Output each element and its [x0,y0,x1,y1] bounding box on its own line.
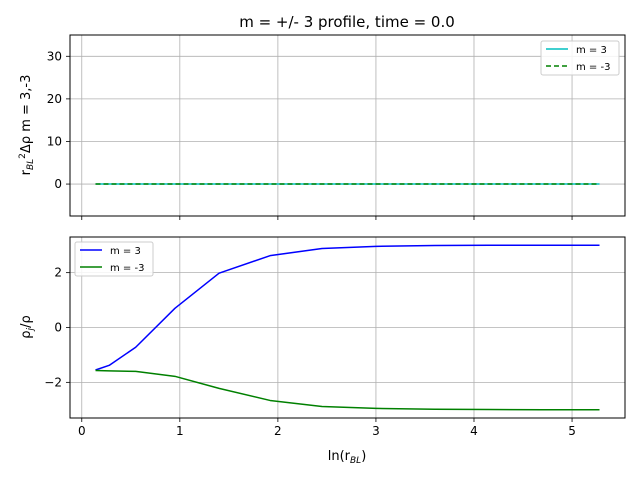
bottom-ytick-label: −2 [44,375,62,389]
bottom-ytick-label: 2 [54,266,62,280]
bottom-ylabel: ρj/ρ [19,315,36,338]
bottom-xtick-label: 2 [274,424,282,438]
bottom-xtick-label: 4 [470,424,478,438]
top-legend: m = 3 m = -3 [540,40,620,76]
bottom-xtick-label: 3 [372,424,380,438]
bottom-series-lines [95,244,600,411]
top-axes-frame [69,34,626,217]
bottom-xtick-label: 0 [78,424,86,438]
top-ytick-label: 20 [47,92,62,106]
bottom-series-line-m3 [95,244,600,371]
top-ticks: 0 10 20 30 [47,49,573,220]
bottom-legend-label-m3: m = 3 [110,246,141,257]
bottom-grid [70,237,625,418]
top-ylabel: rBL2Δρ m = 3,-3 [18,75,36,176]
bottom-legend: m = 3 m = -3 [74,241,154,277]
top-ytick-label: 30 [47,49,62,63]
bottom-ticks: 0 1 2 3 4 5 −2 0 2 [44,266,576,438]
bottom-ytick-label: 0 [54,321,62,335]
bottom-legend-label-m-3: m = -3 [110,263,144,274]
bottom-series-line-m-3 [95,369,600,411]
bottom-xtick-label: 1 [176,424,184,438]
top-legend-label-m3: m = 3 [576,45,607,56]
bottom-xlabel: ln(rBL) [328,449,367,466]
top-ytick-label: 0 [54,177,62,191]
top-ytick-label: 10 [47,134,62,148]
bottom-xtick-label: 5 [568,424,576,438]
top-chart-title: m = +/- 3 profile, time = 0.0 [239,13,455,31]
top-legend-label-m-3: m = -3 [576,62,610,73]
